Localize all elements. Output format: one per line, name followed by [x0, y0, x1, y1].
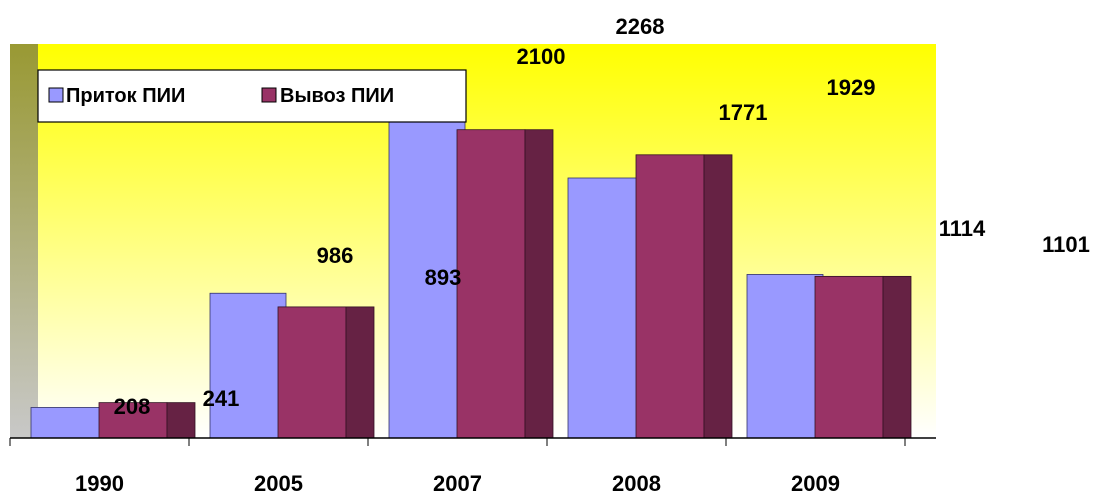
- x-tick-label-2008: 2008: [612, 471, 661, 496]
- legend-swatch-inflow: [48, 87, 64, 103]
- data-label-inflow-1990: 208: [114, 394, 151, 419]
- legend-box: [37, 69, 467, 123]
- bar-outflow-side-2009: [882, 275, 912, 439]
- bar-outflow-2005: [277, 306, 347, 439]
- data-label-inflow-2008: 1771: [719, 100, 768, 125]
- data-label-outflow-2007: 2100: [517, 44, 566, 69]
- bar-outflow-2008: [635, 154, 705, 439]
- bar-inflow-2008: [567, 177, 645, 439]
- x-tick-label-2007: 2007: [433, 471, 482, 496]
- legend-label-outflow: Вывоз ПИИ: [280, 85, 394, 107]
- bar-outflow-side-2007: [524, 129, 554, 439]
- plot-wall: [10, 44, 38, 438]
- bar-outflow-2007: [456, 129, 526, 439]
- data-label-outflow-1990: 241: [203, 386, 240, 411]
- data-label-outflow-2005: 893: [425, 265, 462, 290]
- x-tick-label-2009: 2009: [791, 471, 840, 496]
- legend: Приток ПИИ Вывоз ПИИ: [37, 69, 467, 123]
- bar-inflow-2005: [209, 292, 287, 439]
- legend-swatch-outflow: [261, 87, 277, 103]
- data-label-inflow-2009: 1114: [939, 216, 986, 241]
- x-tick-label-1990: 1990: [75, 471, 124, 496]
- data-label-outflow-2009: 1101: [1042, 232, 1090, 257]
- bar-outflow-side-1990: [166, 402, 196, 439]
- bar-inflow-2009: [746, 274, 824, 439]
- bar-outflow-side-2008: [703, 154, 733, 439]
- data-label-inflow-2007: 2268: [616, 14, 665, 39]
- bar-outflow-side-2005: [345, 306, 375, 439]
- data-label-inflow-2005: 986: [317, 243, 354, 268]
- bar-inflow-1990: [30, 407, 108, 439]
- bar-outflow-1990: [98, 402, 168, 439]
- bar-outflow-2009: [814, 275, 884, 439]
- x-tick-label-2005: 2005: [254, 471, 303, 496]
- legend-label-inflow: Приток ПИИ: [66, 85, 185, 107]
- data-label-outflow-2008: 1929: [827, 75, 876, 100]
